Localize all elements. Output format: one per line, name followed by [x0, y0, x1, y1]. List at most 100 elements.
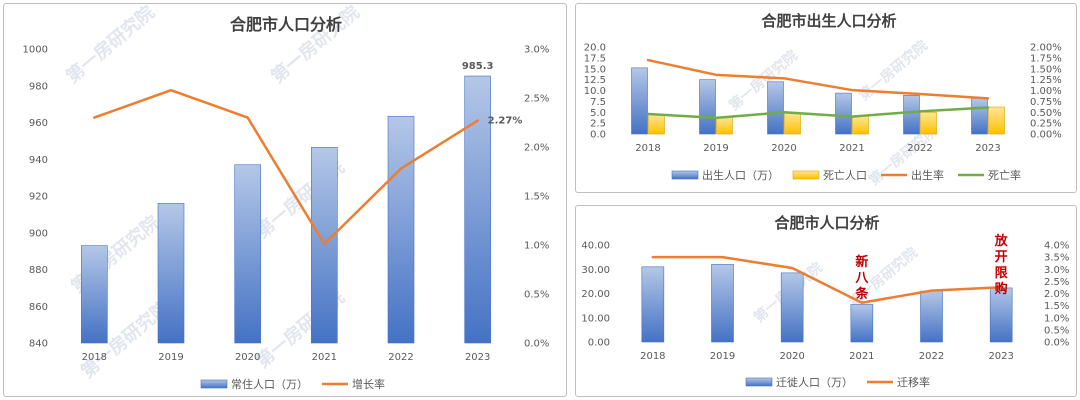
- y-axis-tick-label: 30.00: [581, 265, 610, 276]
- y2-axis-tick-label: 1.25%: [1030, 75, 1062, 86]
- chart-title: 合肥市人口分析: [773, 214, 879, 232]
- y2-axis-tick-label: 2.5%: [524, 94, 549, 105]
- y-axis-tick-label: 1000: [23, 45, 48, 56]
- bar: [157, 203, 185, 344]
- x-axis-tick-label: 2023: [975, 143, 1000, 154]
- y-axis-tick-label: 0.00: [588, 338, 610, 349]
- legend-swatch: [200, 379, 228, 389]
- population-chart-panel: 第一房研究院 第一房研究院 第一房研究院 第一房研究院 第一房研究院 第一房研究院 合肥市人…: [3, 3, 567, 397]
- bar: [835, 92, 852, 135]
- births-chart-panel: 第一房研究院 第一房研究院 第一房研究院 合肥市出生人口分析 20.0 17.5 15.0 1…: [575, 3, 1077, 193]
- migration-chart-panel: 第一房研究院第一房研究院合肥市人口分析40.0030.0020.0010.000…: [575, 205, 1077, 397]
- annotation-char: 条: [855, 286, 869, 302]
- y2-axis-tick-label: 3.0%: [524, 45, 549, 56]
- y-axis-tick-label: 20.00: [581, 289, 610, 300]
- x-axis-tick-label: 2018: [82, 352, 107, 363]
- bar: [716, 117, 733, 135]
- x-axis-tick-label: 2020: [779, 351, 804, 362]
- y2-axis-tick-label: 2.5%: [1044, 277, 1069, 288]
- annotation-char: 购: [995, 281, 1008, 297]
- births-chart: 第一房研究院 第一房研究院第一房研究院合肥市出生人口分析20.017.515.01…: [584, 12, 1062, 189]
- legend-label: 出生人口（万）: [702, 168, 779, 182]
- x-axis-tick-label: 2022: [907, 143, 932, 154]
- legend-label: 死亡率: [988, 168, 1021, 182]
- legend-label: 增长率: [352, 377, 385, 391]
- y2-axis-tick-label: 4.0%: [1044, 241, 1069, 252]
- y2-axis-tick-label: 1.0%: [524, 241, 549, 252]
- bar: [767, 81, 784, 135]
- series-line: [93, 88, 479, 246]
- bar: [971, 98, 988, 135]
- watermark-text: 第一房研究院: [62, 4, 159, 88]
- bar: [988, 106, 1005, 135]
- annotation-char: 八: [854, 271, 869, 286]
- bar: [920, 290, 943, 343]
- y2-axis-tick-label: 0.75%: [1030, 97, 1062, 108]
- legend-label: 迁徙人口（万）: [776, 376, 853, 389]
- y2-axis-tick-label: 0.5%: [1044, 325, 1069, 336]
- y2-axis-tick-label: 0.0%: [1044, 338, 1069, 349]
- migration-chart: 第一房研究院第一房研究院合肥市人口分析40.0030.0020.0010.000…: [581, 214, 1069, 389]
- annotation-char: 放: [994, 233, 1009, 249]
- y2-axis-tick-label: 1.5%: [1044, 301, 1069, 312]
- chart-title: 合肥市人口分析: [230, 15, 342, 34]
- y-axis-tick-label: 840: [29, 339, 48, 350]
- x-axis-tick-label: 2019: [703, 143, 728, 154]
- bar: [784, 111, 801, 135]
- y2-axis-tick-label: 2.0%: [524, 143, 549, 154]
- y-axis-tick-label: 980: [29, 81, 48, 92]
- y-axis-tick-label: 920: [29, 192, 48, 203]
- chart-title: 合肥市出生人口分析: [760, 12, 896, 30]
- y-axis-tick-label: 15.0: [584, 64, 606, 75]
- y-axis-tick-label: 10.0: [584, 86, 606, 97]
- y2-axis-tick-label: 2.0%: [1044, 289, 1069, 300]
- bar: [81, 245, 108, 344]
- y2-axis-tick-label: 1.75%: [1030, 53, 1062, 64]
- legend-swatch: [792, 170, 820, 180]
- y-axis-tick-label: 860: [29, 302, 48, 313]
- legend-label: 出生率: [911, 168, 944, 182]
- bar: [387, 115, 415, 344]
- y2-axis-tick-label: 1.50%: [1030, 64, 1062, 75]
- y2-axis-tick-label: 1.0%: [1044, 313, 1069, 324]
- legend-swatch: [745, 377, 773, 387]
- bar: [903, 94, 920, 135]
- y2-axis-tick-label: 1.5%: [524, 192, 549, 203]
- annotation-char: 新: [855, 254, 868, 270]
- bar: [699, 79, 716, 135]
- y-axis-tick-label: 940: [29, 155, 48, 166]
- bar: [780, 272, 804, 343]
- y-axis-tick-label: 900: [29, 228, 48, 239]
- x-axis-tick-label: 2023: [465, 352, 490, 363]
- y2-axis-tick-label: 0.25%: [1030, 119, 1062, 130]
- y-axis-tick-label: 960: [29, 118, 48, 129]
- x-axis-tick-label: 2018: [640, 351, 665, 362]
- bar: [648, 114, 665, 135]
- legend-swatch: [671, 170, 699, 180]
- y2-axis-tick-label: 0.5%: [524, 290, 549, 301]
- y2-axis-tick-label: 1.00%: [1030, 86, 1062, 97]
- y-axis-tick-label: 40.00: [581, 241, 610, 252]
- y-axis-tick-label: 12.5: [584, 75, 606, 86]
- y2-axis-tick-label: 0.00%: [1030, 130, 1062, 141]
- x-axis-tick-label: 2022: [388, 352, 413, 363]
- x-axis-tick-label: 2019: [710, 351, 735, 362]
- x-axis-tick-label: 2021: [312, 352, 337, 363]
- y2-axis-tick-label: 3.5%: [1044, 253, 1069, 264]
- y-axis-tick-label: 2.5: [590, 119, 606, 130]
- annotation-char: 开: [995, 250, 1008, 265]
- data-label-last-bar: 985.3: [462, 61, 494, 72]
- x-axis-tick-label: 2021: [849, 351, 874, 362]
- series-line: [646, 58, 990, 100]
- bar: [641, 266, 665, 343]
- x-axis-tick-label: 2023: [988, 351, 1013, 362]
- legend-label: 迁移率: [897, 375, 930, 389]
- y-axis-tick-label: 0.0: [590, 130, 606, 141]
- x-axis-tick-label: 2022: [919, 351, 944, 362]
- x-axis-tick-label: 2020: [771, 143, 796, 154]
- annotation-char: 限: [995, 266, 1009, 281]
- bar: [234, 164, 261, 344]
- data-label-last-rate: 2.27%: [488, 116, 523, 127]
- annotation-policy-2021: 新八条: [854, 254, 869, 302]
